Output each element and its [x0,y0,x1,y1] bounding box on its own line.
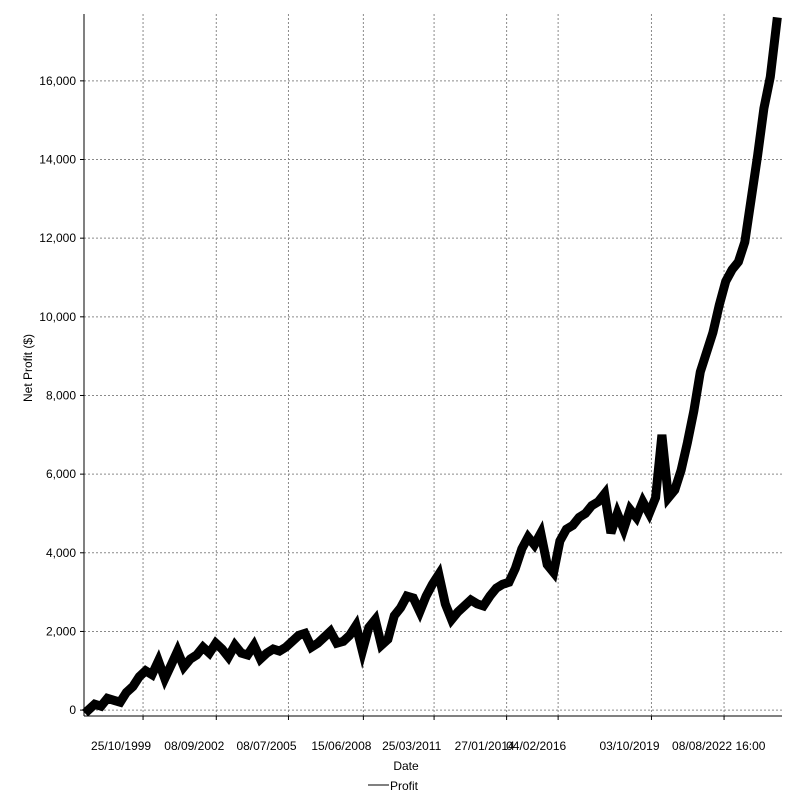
y-tick-label: 16,000 [39,74,76,88]
x-axis-ticks: 25/10/1999 08/09/2002 08/07/2005 15/06/2008… [91,716,766,753]
y-tick-label: 2,000 [46,624,76,638]
x-tick-label: 25/10/1999 [91,739,151,753]
x-tick-label: 04/02/2016 [506,739,566,753]
y-tick-label: 12,000 [39,231,76,245]
y-tick-label: 8,000 [46,388,76,402]
y-tick-label: 6,000 [46,467,76,481]
series-profit [81,16,782,717]
x-tick-label: 27/01/2014 [455,739,515,753]
y-axis-title: Net Profit ($) [21,334,35,402]
series-line-profit [81,16,782,717]
x-tick-label: 03/10/2019 [599,739,659,753]
x-tick-label: 25/03/2011 [382,739,441,753]
x-tick-label: 08/08/2022 16:00 [672,739,766,753]
y-tick-label: 14,000 [39,153,76,167]
x-axis-title: Date [393,759,419,773]
y-tick-label: 0 [69,703,76,717]
grid-lines [84,14,782,716]
y-tick-label: 4,000 [46,546,76,560]
x-tick-label: 08/07/2005 [236,739,296,753]
y-tick-label: 10,000 [39,310,76,324]
legend: Profit [368,779,419,793]
axes [83,14,782,717]
x-tick-label: 08/09/2002 [164,739,224,753]
y-axis-ticks: 0 2,000 4,000 6,000 8,000 10,000 12,000 14,000 1… [39,74,84,717]
legend-label-profit: Profit [390,779,419,793]
x-tick-label: 15/06/2008 [311,739,371,753]
